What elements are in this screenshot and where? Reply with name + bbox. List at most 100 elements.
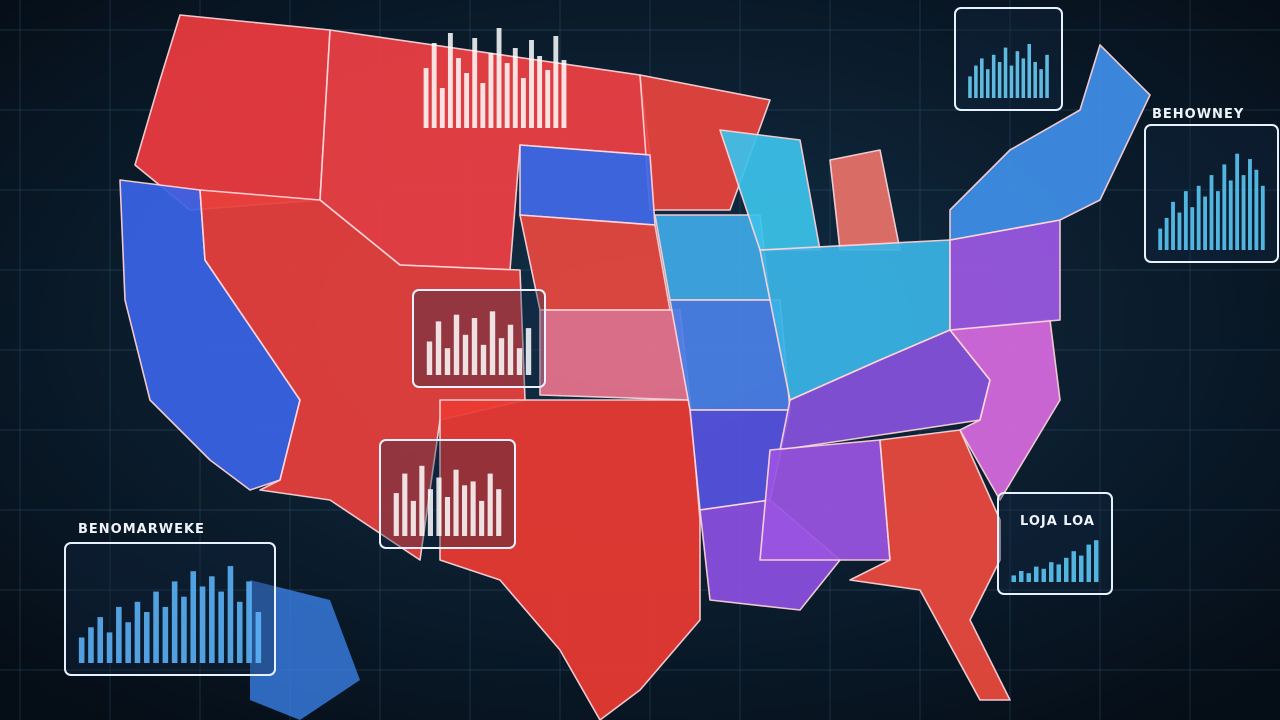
state bbox=[759, 439, 891, 561]
state bbox=[199, 189, 526, 561]
bar bbox=[980, 58, 984, 98]
bar bbox=[439, 88, 445, 128]
bar bbox=[1164, 217, 1169, 250]
bar bbox=[97, 617, 104, 663]
bar bbox=[498, 338, 505, 375]
bar bbox=[1056, 564, 1061, 582]
bar bbox=[974, 65, 978, 98]
bar bbox=[504, 63, 510, 128]
state bbox=[669, 299, 791, 411]
bar bbox=[1248, 159, 1252, 250]
bar bbox=[1049, 562, 1054, 582]
bar bbox=[529, 40, 534, 128]
bar bbox=[496, 489, 502, 536]
bar bbox=[1171, 201, 1175, 250]
bar bbox=[162, 606, 169, 663]
bar bbox=[1071, 551, 1076, 582]
bar bbox=[1064, 557, 1069, 582]
island bbox=[250, 580, 360, 720]
bar bbox=[1158, 228, 1163, 250]
bar bbox=[402, 473, 408, 536]
bar bbox=[1177, 212, 1182, 250]
bar bbox=[1003, 47, 1008, 98]
bar bbox=[143, 612, 150, 663]
chart-panel bbox=[64, 542, 276, 676]
bar bbox=[1190, 207, 1195, 250]
bar bbox=[134, 601, 141, 663]
bar bbox=[479, 500, 485, 536]
bar bbox=[181, 596, 187, 663]
bar bbox=[545, 70, 551, 128]
bar bbox=[236, 601, 243, 663]
bar bbox=[227, 566, 234, 663]
bar bbox=[171, 581, 178, 663]
bar bbox=[209, 576, 215, 663]
bar bbox=[480, 83, 486, 128]
bar bbox=[985, 69, 990, 98]
bar bbox=[116, 606, 122, 663]
bar bbox=[496, 28, 502, 128]
bar bbox=[488, 53, 494, 128]
bar bbox=[444, 348, 451, 375]
bar bbox=[1222, 164, 1227, 250]
state bbox=[519, 144, 656, 226]
bar bbox=[456, 58, 461, 128]
bar bbox=[1215, 191, 1220, 250]
bar bbox=[423, 68, 429, 128]
bar bbox=[1039, 69, 1043, 98]
bar bbox=[255, 612, 262, 663]
state bbox=[539, 309, 691, 401]
bar bbox=[218, 591, 224, 663]
bar bbox=[199, 586, 206, 663]
bar bbox=[1011, 575, 1016, 582]
bar bbox=[1015, 51, 1020, 98]
bar bbox=[537, 56, 543, 128]
bar bbox=[1235, 153, 1240, 250]
bar bbox=[480, 344, 487, 375]
bar bbox=[447, 33, 453, 128]
bar bbox=[431, 43, 437, 128]
bar bbox=[426, 341, 433, 375]
bar bbox=[190, 571, 197, 663]
panel-label: BENOMARWEKE bbox=[78, 522, 205, 537]
bar bbox=[1034, 566, 1039, 582]
bar bbox=[1027, 44, 1032, 98]
bar bbox=[1094, 540, 1099, 582]
bar bbox=[444, 497, 451, 536]
bar bbox=[991, 54, 996, 98]
panel-label: BEHOWNEY bbox=[1152, 107, 1244, 122]
bar bbox=[1079, 555, 1084, 582]
bar bbox=[436, 477, 442, 536]
bar bbox=[410, 500, 416, 536]
bar bbox=[427, 489, 433, 536]
bar bbox=[1183, 191, 1188, 250]
map bbox=[119, 14, 1151, 720]
bar bbox=[464, 73, 470, 128]
bar bbox=[1009, 65, 1014, 98]
bar bbox=[1033, 62, 1037, 98]
bar bbox=[106, 632, 113, 663]
bar bbox=[462, 334, 469, 375]
bar bbox=[471, 318, 478, 375]
bar bbox=[512, 48, 518, 128]
chart-panel bbox=[412, 289, 546, 388]
state bbox=[949, 44, 1151, 241]
bar bbox=[462, 485, 468, 536]
bar bbox=[1228, 180, 1233, 250]
bar bbox=[1045, 54, 1049, 98]
bar bbox=[472, 38, 478, 128]
bar bbox=[1196, 185, 1201, 250]
bar bbox=[419, 465, 425, 536]
bar bbox=[125, 622, 131, 663]
bar bbox=[520, 78, 526, 128]
state bbox=[949, 319, 1061, 501]
bar bbox=[968, 76, 972, 98]
bar bbox=[1241, 175, 1246, 250]
panels: BEHOWNEY LOJA LOA BENOMARWEKE bbox=[64, 7, 1279, 676]
bar bbox=[525, 328, 532, 375]
bar bbox=[1209, 175, 1214, 250]
bar bbox=[997, 62, 1002, 98]
bar bbox=[516, 348, 523, 375]
bar bbox=[1260, 185, 1265, 250]
